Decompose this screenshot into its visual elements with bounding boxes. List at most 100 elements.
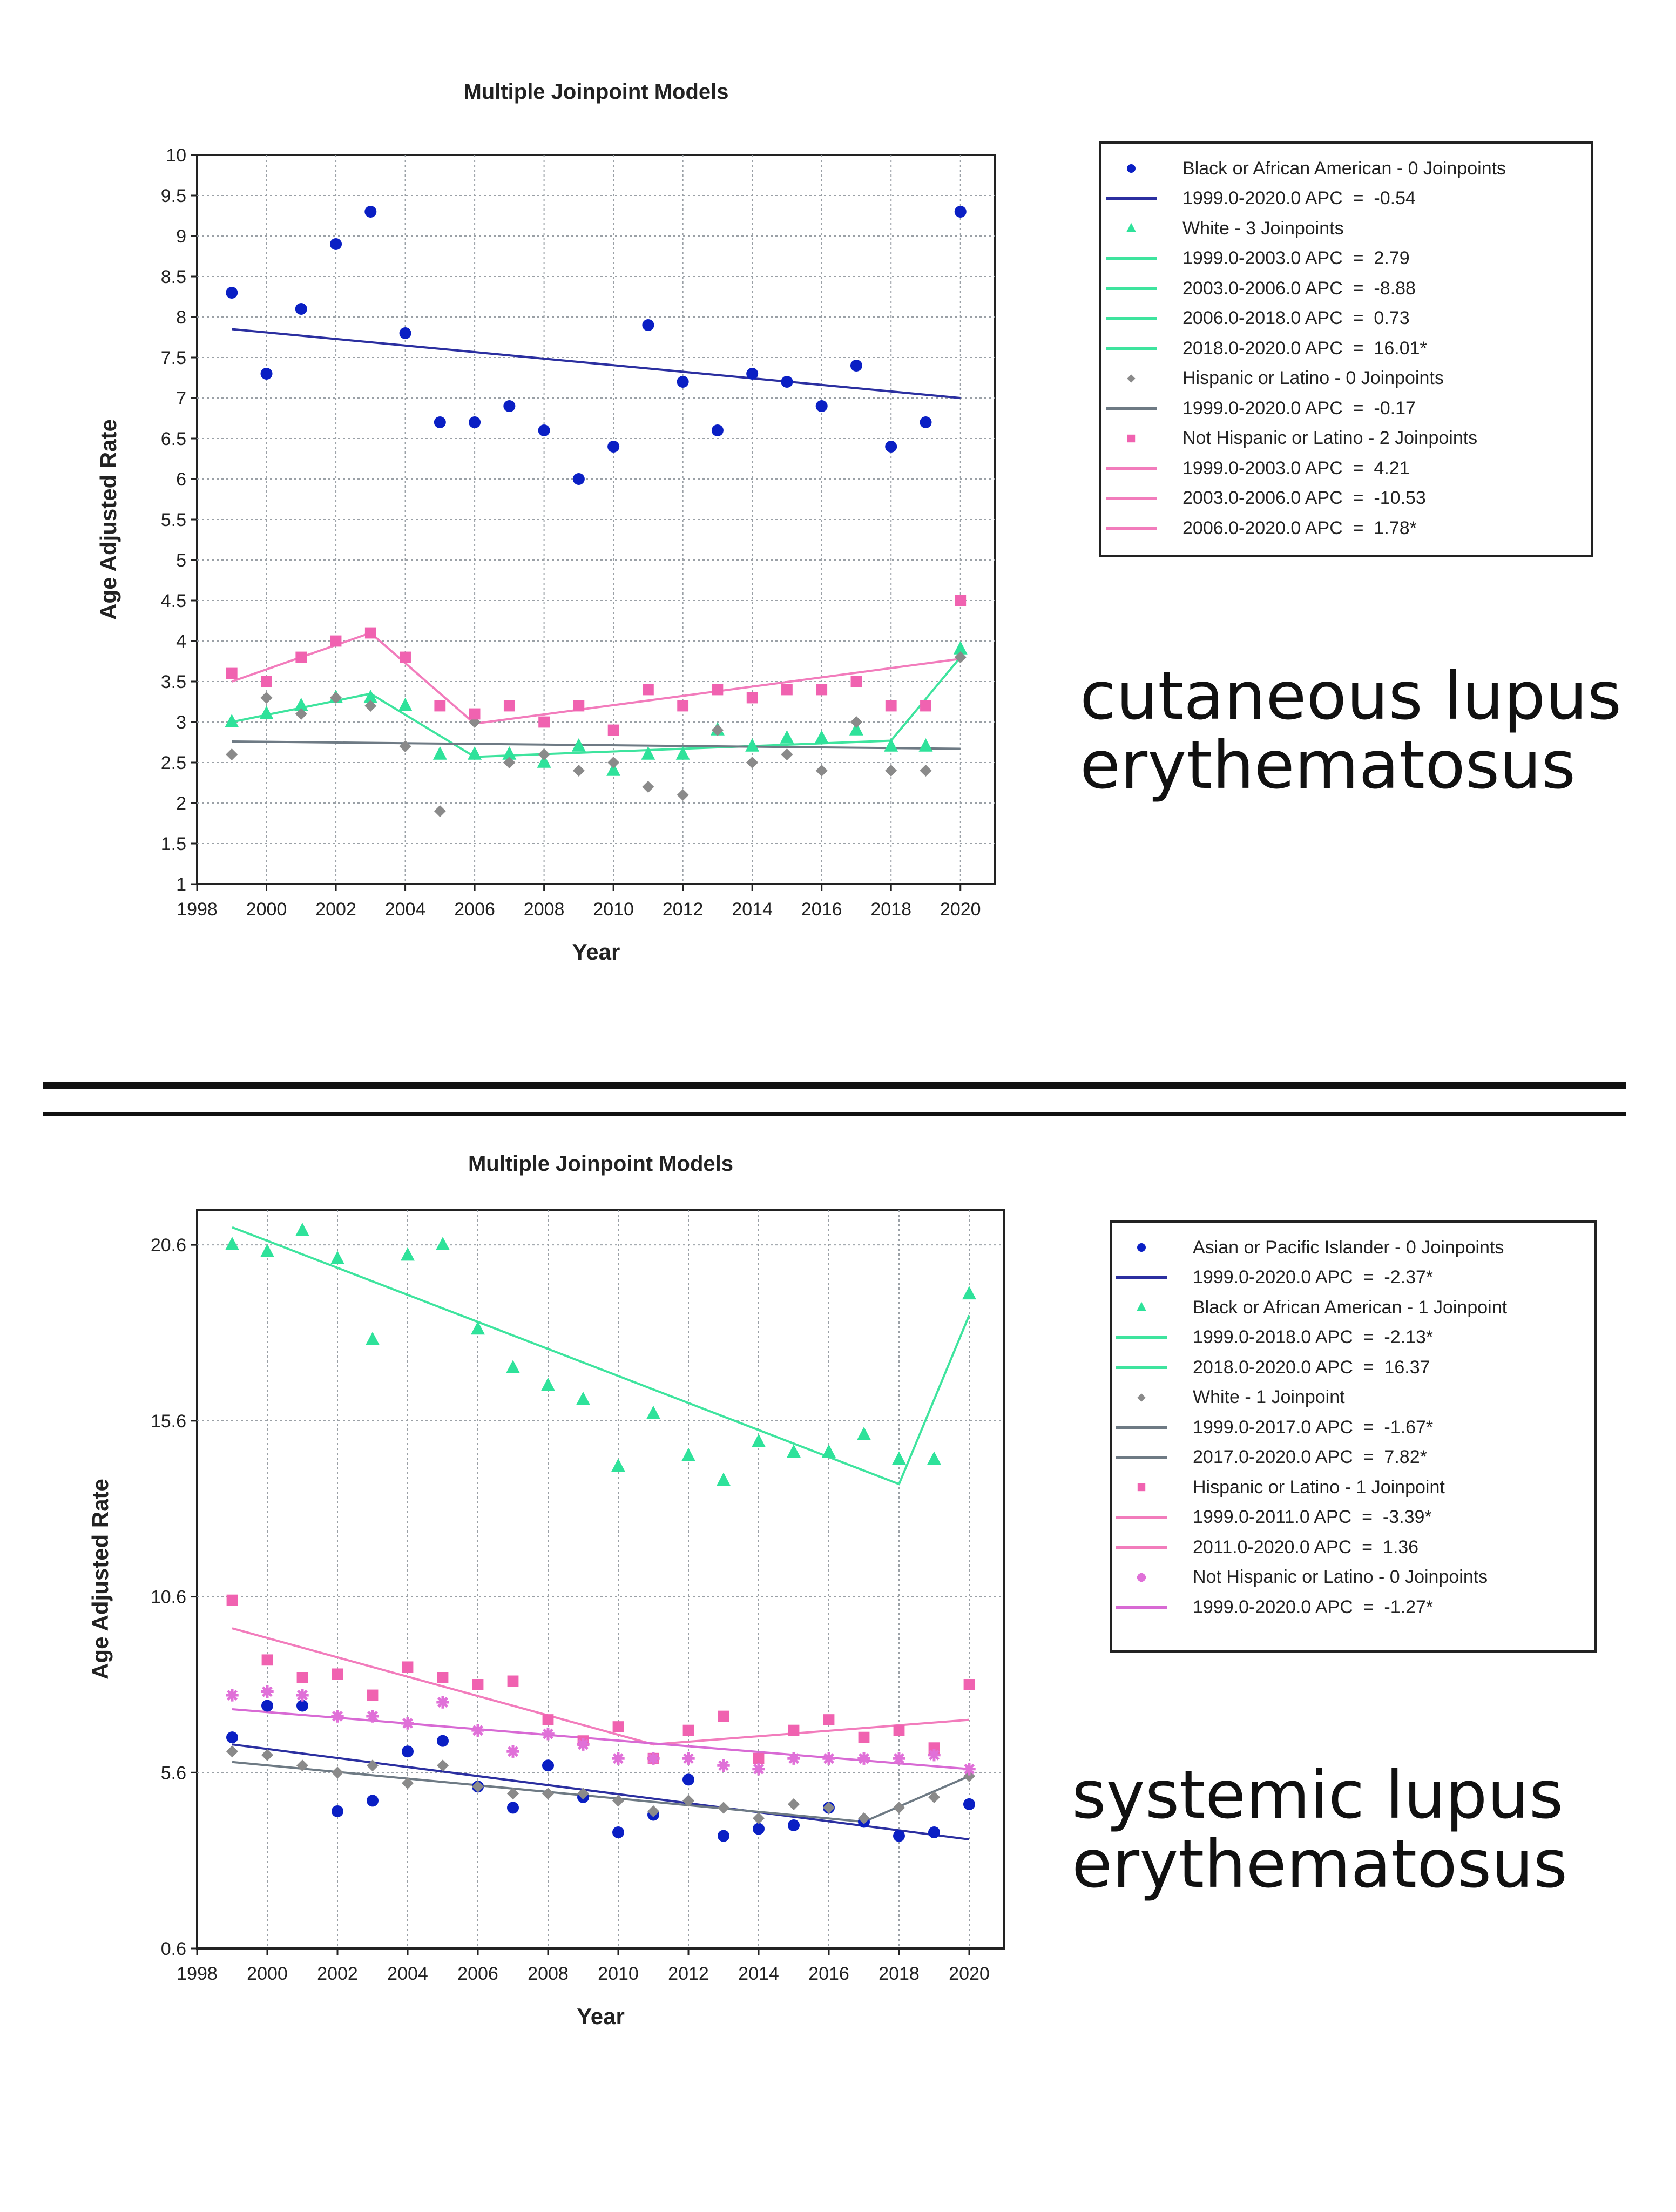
data-point-series-3 — [330, 635, 342, 647]
legend-segment-row: 2018.0-2020.0 APC = 16.37 — [1112, 1352, 1594, 1382]
data-point-series-3 — [469, 708, 481, 720]
data-point-series-3 — [746, 692, 758, 704]
x-tick-label: 2014 — [738, 1964, 779, 1984]
x-tick-label: 1998 — [177, 1964, 218, 1984]
data-point-series-0 — [885, 441, 897, 453]
data-point-series-1 — [401, 1247, 415, 1261]
data-point-series-0 — [226, 287, 238, 299]
y-tick-label: 2.5 — [161, 753, 186, 773]
legend-marker-swatch — [1127, 164, 1136, 173]
legend-segment-row: 2011.0-2020.0 APC = 1.36 — [1112, 1532, 1594, 1562]
legend-label: 1999.0-2020.0 APC = -0.54 — [1182, 188, 1416, 208]
fit-line-series-1 — [232, 1226, 970, 1486]
x-tick-label: 2000 — [246, 899, 287, 920]
y-tick-label: 7.5 — [161, 348, 186, 368]
data-point-series-0 — [503, 400, 516, 412]
fit-line-series-2 — [232, 740, 961, 750]
data-point-series-1 — [506, 1360, 520, 1373]
legend-label: 1999.0-2018.0 APC = -2.13* — [1193, 1327, 1434, 1347]
y-tick-label: 7 — [176, 388, 186, 409]
legend-marker-swatch — [1137, 1301, 1146, 1311]
fit-line-series-0 — [232, 328, 961, 399]
legend-series-row: Hispanic or Latino - 1 Joinpoint — [1112, 1472, 1594, 1502]
data-point-series-3 — [682, 1724, 694, 1736]
data-point-series-1 — [471, 1321, 485, 1335]
data-point-series-1 — [745, 738, 760, 752]
data-point-series-0 — [542, 1759, 554, 1772]
data-point-series-4 — [893, 1752, 905, 1765]
data-point-series-3 — [677, 700, 689, 712]
y-tick-label: 1 — [176, 874, 186, 895]
data-point-series-2 — [538, 748, 550, 761]
legend-line-swatch — [1106, 496, 1157, 500]
data-point-series-3 — [893, 1724, 905, 1736]
legend-series-row: Black or African American - 0 Joinpoints — [1101, 153, 1591, 184]
data-point-series-2 — [642, 780, 654, 793]
chart-panel-cutaneous: Multiple Joinpoint Models 1998 2000 2002 200… — [0, 0, 1676, 1026]
fit-line-series-4 — [232, 1708, 970, 1770]
y-tick-label: 4 — [176, 631, 186, 652]
y-axis-label: Age Adjusted Rate — [96, 419, 121, 620]
chart-svg-systemic: Multiple Joinpoint Models 1998 2000 2002 200… — [87, 1152, 1005, 2029]
data-point-series-1 — [927, 1451, 941, 1465]
x-tick-label: 2020 — [949, 1964, 990, 1984]
legend-label: Black or African American - 0 Joinpoints — [1182, 158, 1506, 179]
legend-line-swatch — [1116, 1276, 1167, 1279]
legend-cutaneous: Black or African American - 0 Joinpoints… — [1099, 141, 1593, 557]
data-point-series-1 — [822, 1444, 836, 1458]
legend-marker — [1137, 1573, 1146, 1582]
legend-label: 1999.0-2003.0 APC = 4.21 — [1182, 457, 1410, 478]
legend-label: White - 1 Joinpoint — [1193, 1387, 1345, 1407]
y-tick-label: 2 — [176, 793, 186, 814]
legend-segment-row: 1999.0-2020.0 APC = -2.37* — [1112, 1263, 1594, 1293]
legend-label: Hispanic or Latino - 0 Joinpoints — [1182, 368, 1444, 388]
data-point-series-0 — [295, 303, 307, 315]
legend-marker — [1127, 164, 1136, 173]
chart-svg-cutaneous: Multiple Joinpoint Models 1998 2000 2002 200… — [96, 80, 996, 965]
data-point-series-1 — [260, 1244, 274, 1257]
legend-line-swatch — [1106, 257, 1157, 260]
legend-line-swatch — [1106, 407, 1157, 410]
legend-segment-row: 2006.0-2018.0 APC = 0.73 — [1101, 304, 1591, 334]
legend-label: 2017.0-2020.0 APC = 7.82* — [1193, 1447, 1427, 1467]
data-point-series-4 — [401, 1717, 414, 1730]
x-tick-label: 2002 — [317, 1964, 358, 1984]
data-point-series-0 — [612, 1826, 624, 1839]
y-axis-label: Age Adjusted Rate — [87, 1479, 113, 1680]
legend-label: 1999.0-2011.0 APC = -3.39* — [1193, 1507, 1432, 1527]
legend-marker — [1127, 434, 1136, 442]
data-point-series-4 — [471, 1724, 484, 1737]
data-point-series-0 — [226, 1731, 238, 1744]
data-point-series-4 — [787, 1752, 800, 1765]
legend-systemic: Asian or Pacific Islander - 0 Joinpoints… — [1110, 1220, 1597, 1653]
legend-line-swatch — [1116, 1546, 1167, 1549]
legend-series-row: Black or African American - 1 Joinpoint — [1112, 1292, 1594, 1323]
data-point-series-3 — [955, 595, 967, 606]
data-point-series-1 — [892, 1451, 906, 1465]
legend-segment-row: 1999.0-2003.0 APC = 2.79 — [1101, 244, 1591, 274]
legend-segment-row: 1999.0-2020.0 APC = -0.17 — [1101, 393, 1591, 423]
data-point-series-2 — [295, 707, 307, 720]
legend-label: 1999.0-2003.0 APC = 2.79 — [1182, 248, 1410, 268]
x-tick-label: 2004 — [387, 1964, 428, 1984]
data-point-series-3 — [858, 1731, 870, 1743]
data-point-series-3 — [920, 700, 931, 712]
data-point-series-2 — [261, 1749, 274, 1761]
legend-segment-row: 2006.0-2020.0 APC = 1.78* — [1101, 513, 1591, 543]
data-point-series-1 — [225, 1237, 239, 1250]
data-point-series-3 — [226, 1594, 238, 1606]
legend-segment-row: 1999.0-2017.0 APC = -1.67* — [1112, 1412, 1594, 1442]
data-point-series-1 — [717, 1472, 731, 1486]
data-point-series-0 — [963, 1798, 975, 1810]
data-point-series-3 — [753, 1752, 765, 1764]
legend-marker-swatch — [1137, 1573, 1146, 1582]
data-point-series-3 — [612, 1721, 624, 1732]
data-point-series-0 — [469, 416, 481, 428]
data-point-series-4 — [226, 1689, 239, 1702]
x-tick-label: 2012 — [668, 1964, 709, 1984]
data-point-series-0 — [260, 368, 273, 380]
data-point-series-4 — [857, 1752, 870, 1765]
legend-marker — [1137, 1483, 1146, 1492]
legend-label: 1999.0-2020.0 APC = -1.27* — [1193, 1596, 1434, 1617]
y-tick-label: 5.5 — [161, 510, 186, 530]
